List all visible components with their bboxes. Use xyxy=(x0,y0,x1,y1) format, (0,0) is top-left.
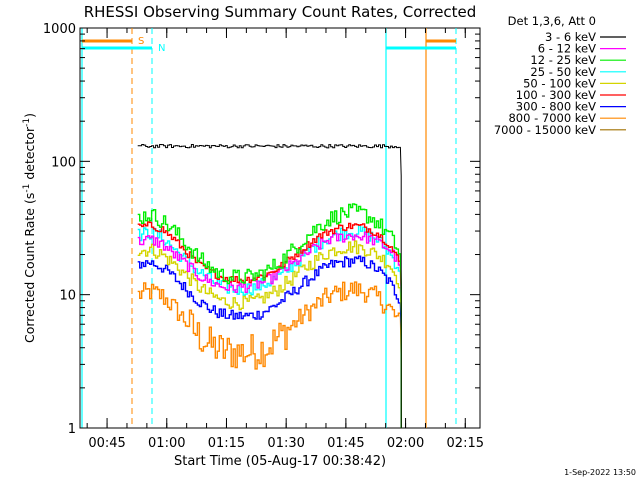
x-axis-title: Start Time (05-Aug-17 00:38:42) xyxy=(174,454,386,469)
legend-label: 7000 - 15000 keV xyxy=(494,123,596,137)
legend-label: 300 - 800 keV xyxy=(516,100,596,114)
series-layer xyxy=(137,144,402,428)
x-tick-label: 02:00 xyxy=(387,436,424,451)
legend-label: 25 - 50 keV xyxy=(530,65,596,79)
x-tick-label: 00:45 xyxy=(88,436,125,451)
x-tick-label: 01:00 xyxy=(148,436,185,451)
x-tick-label: 02:15 xyxy=(447,436,484,451)
legend-label: 50 - 100 keV xyxy=(523,76,596,90)
y-tick-label: 100 xyxy=(51,155,76,170)
series-line-50to100keV xyxy=(137,240,402,428)
y-axis-title: Corrected Count Rate (s-1 detector-1) xyxy=(22,113,37,343)
series-line-12to25keV xyxy=(137,203,402,428)
series-line-100to300keV xyxy=(137,221,402,428)
legend-label: 100 - 300 keV xyxy=(516,88,596,102)
saa-label: S xyxy=(138,36,144,47)
legend-title: Det 1,3,6, Att 0 xyxy=(508,14,596,28)
legend-label: 12 - 25 keV xyxy=(530,53,596,67)
series-line-300to800keV xyxy=(137,255,402,428)
x-tick-label: 01:15 xyxy=(208,436,245,451)
axes-layer: 1 10 100 1000 00:45 01:00 01:15 01:30 01:45 02:00… xyxy=(43,22,484,451)
chart-title: RHESSI Observing Summary Count Rates, Co… xyxy=(84,3,477,21)
series-line-3to6keV xyxy=(137,144,402,428)
event-markers: S N xyxy=(81,28,457,428)
y-tick-label: 1000 xyxy=(43,22,76,37)
series-line-6to12keV xyxy=(137,231,402,428)
plot-frame xyxy=(79,27,481,429)
series-line-800to7000keV xyxy=(137,281,402,428)
legend-label: 3 - 6 keV xyxy=(545,30,596,44)
y-tick-label: 1 xyxy=(68,422,76,437)
timestamp: 1-Sep-2022 13:50 xyxy=(564,468,636,477)
legend-label: 6 - 12 keV xyxy=(538,42,596,56)
y-tick-label: 10 xyxy=(59,289,76,304)
x-tick-label: 01:30 xyxy=(267,436,304,451)
legend-label: 800 - 7000 keV xyxy=(508,111,596,125)
night-label: N xyxy=(158,43,165,54)
x-tick-label: 01:45 xyxy=(327,436,364,451)
